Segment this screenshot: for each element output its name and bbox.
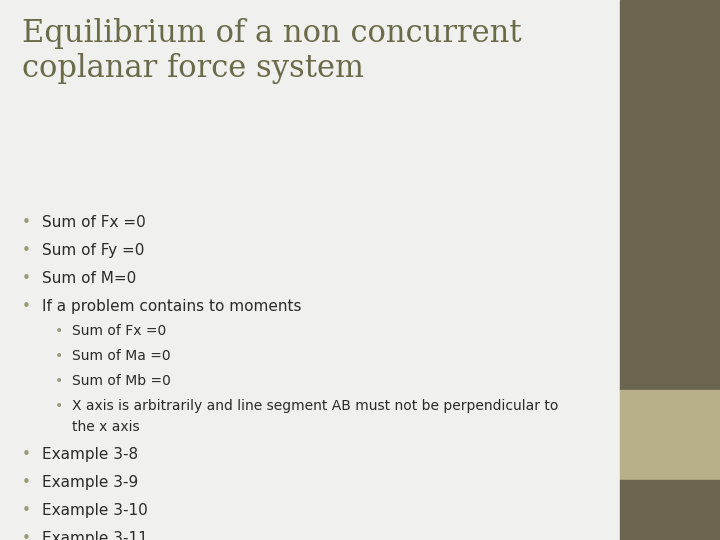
Text: Equilibrium of a non concurrent
coplanar force system: Equilibrium of a non concurrent coplanar… — [22, 18, 521, 84]
Text: •: • — [55, 349, 63, 363]
Text: •: • — [22, 475, 31, 490]
Bar — [620, 480, 720, 540]
Text: •: • — [22, 299, 31, 314]
Text: Sum of Ma =0: Sum of Ma =0 — [72, 349, 171, 363]
Text: Example 3-11: Example 3-11 — [42, 531, 148, 540]
Text: Sum of Fx =0: Sum of Fx =0 — [72, 324, 166, 338]
Text: Sum of M=0: Sum of M=0 — [42, 271, 136, 286]
Bar — [620, 390, 720, 480]
Text: •: • — [22, 243, 31, 258]
Text: •: • — [55, 324, 63, 338]
Text: Example 3-8: Example 3-8 — [42, 447, 138, 462]
Text: •: • — [22, 503, 31, 518]
Text: Sum of Fx =0: Sum of Fx =0 — [42, 215, 145, 230]
Text: Sum of Fy =0: Sum of Fy =0 — [42, 243, 145, 258]
Text: X axis is arbitrarily and line segment AB must not be perpendicular to: X axis is arbitrarily and line segment A… — [72, 399, 559, 413]
Text: •: • — [22, 531, 31, 540]
Text: •: • — [22, 271, 31, 286]
Text: •: • — [22, 215, 31, 230]
Text: •: • — [55, 399, 63, 413]
Text: If a problem contains to moments: If a problem contains to moments — [42, 299, 302, 314]
Bar — [620, 0, 720, 390]
Text: the x axis: the x axis — [72, 420, 140, 434]
Text: Example 3-10: Example 3-10 — [42, 503, 148, 518]
Text: •: • — [55, 374, 63, 388]
Text: Example 3-9: Example 3-9 — [42, 475, 138, 490]
Text: •: • — [22, 447, 31, 462]
Text: Sum of Mb =0: Sum of Mb =0 — [72, 374, 171, 388]
